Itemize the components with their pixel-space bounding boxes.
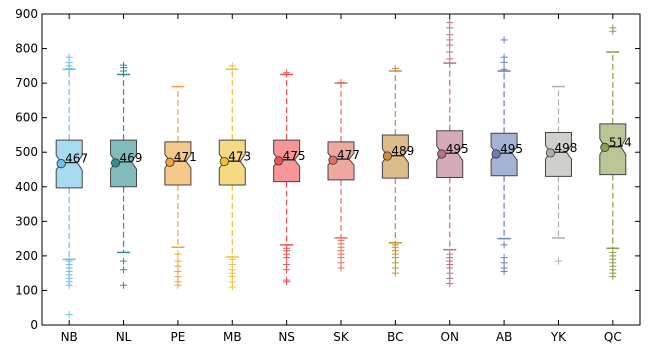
mean-marker (274, 156, 284, 166)
x-tick-label: QC (604, 330, 622, 344)
x-tick-label: NB (61, 330, 78, 344)
mean-label: 471 (174, 150, 197, 164)
x-tick-label: YK (550, 330, 567, 344)
mean-marker (56, 159, 66, 169)
mean-label: 489 (391, 144, 414, 158)
mean-label: 469 (120, 151, 143, 165)
mean-label: 467 (65, 152, 88, 166)
x-tick-label: SK (333, 330, 350, 344)
mean-marker (491, 149, 501, 159)
mean-label: 477 (337, 148, 360, 162)
y-tick-label: 600 (15, 111, 38, 125)
mean-marker (328, 155, 338, 165)
mean-marker (600, 142, 610, 152)
mean-label: 473 (228, 150, 251, 164)
mean-label: 495 (446, 142, 469, 156)
y-tick-label: 100 (15, 283, 38, 297)
x-tick-label: BC (387, 330, 403, 344)
mean-label: 475 (283, 149, 306, 163)
mean-marker (382, 151, 392, 161)
x-tick-label: MB (223, 330, 242, 344)
mean-label: 498 (554, 141, 577, 155)
y-tick-label: 500 (15, 145, 38, 159)
mean-marker (219, 156, 229, 167)
mean-label: 514 (609, 135, 632, 149)
mean-marker (545, 148, 556, 158)
x-tick-label: NS (278, 330, 295, 344)
x-tick-label: ON (441, 330, 459, 344)
y-tick-label: 800 (15, 42, 38, 56)
x-tick-label: PE (170, 330, 185, 344)
mean-marker (437, 149, 447, 159)
x-tick-label: AB (496, 330, 512, 344)
y-tick-label: 400 (15, 180, 38, 194)
y-tick-label: 0 (30, 318, 38, 332)
y-tick-label: 300 (15, 214, 38, 228)
x-tick-label: NL (116, 330, 132, 344)
mean-marker (165, 157, 175, 167)
mean-label: 495 (500, 142, 523, 156)
y-tick-label: 700 (15, 76, 38, 90)
mean-marker (110, 158, 121, 168)
y-tick-label: 900 (15, 7, 38, 21)
y-tick-label: 200 (15, 249, 38, 263)
